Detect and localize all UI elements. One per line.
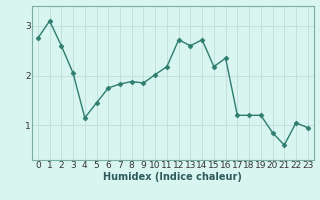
X-axis label: Humidex (Indice chaleur): Humidex (Indice chaleur)	[103, 172, 242, 182]
